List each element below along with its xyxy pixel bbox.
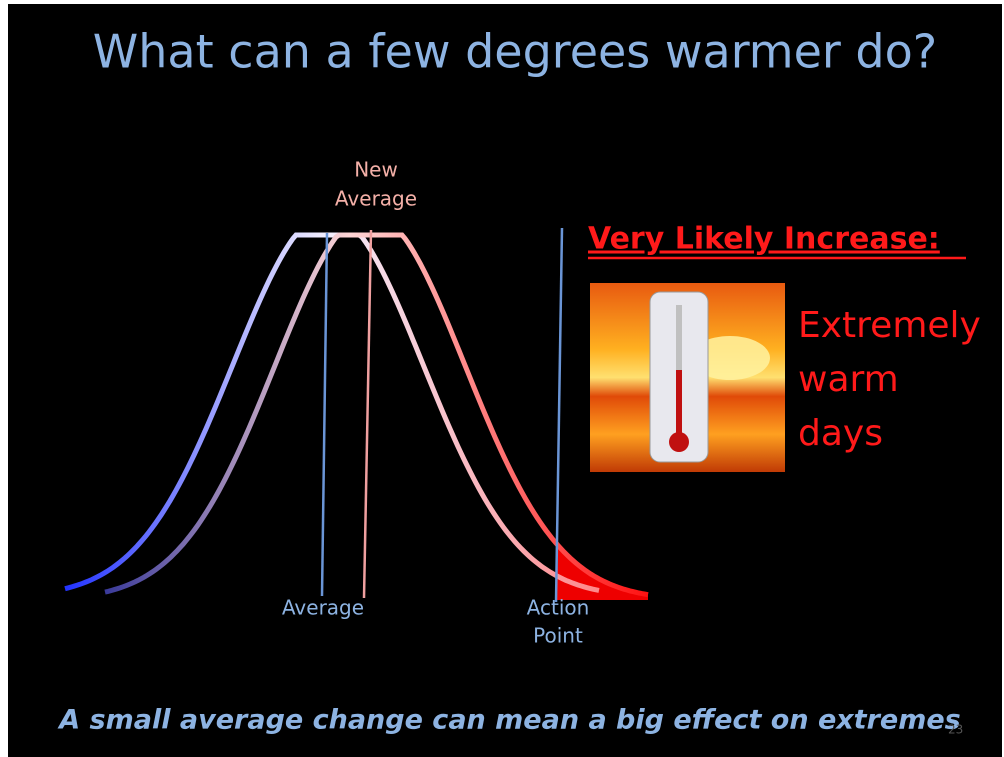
average-label: Average bbox=[282, 596, 364, 620]
slide: What can a few degrees warmer do? New Av… bbox=[0, 0, 1004, 757]
new-average-label: Average bbox=[335, 187, 417, 211]
footer: A small average change can mean a big ef… bbox=[57, 705, 960, 736]
thermometer-image bbox=[590, 283, 785, 472]
slide-canvas: What can a few degrees warmer do? New Av… bbox=[0, 0, 1004, 757]
title: What can a few degrees warmer do? bbox=[93, 25, 937, 79]
slide-number: 23 bbox=[948, 723, 963, 737]
new-average-label: New bbox=[354, 158, 398, 182]
action-point-label: Action bbox=[527, 596, 590, 620]
extreme-text: days bbox=[798, 413, 883, 454]
extreme-text: Extremely bbox=[798, 305, 981, 346]
action-point-label: Point bbox=[533, 624, 583, 648]
extreme-text: warm bbox=[798, 359, 899, 400]
heading: Very Likely Increase: bbox=[588, 222, 940, 257]
